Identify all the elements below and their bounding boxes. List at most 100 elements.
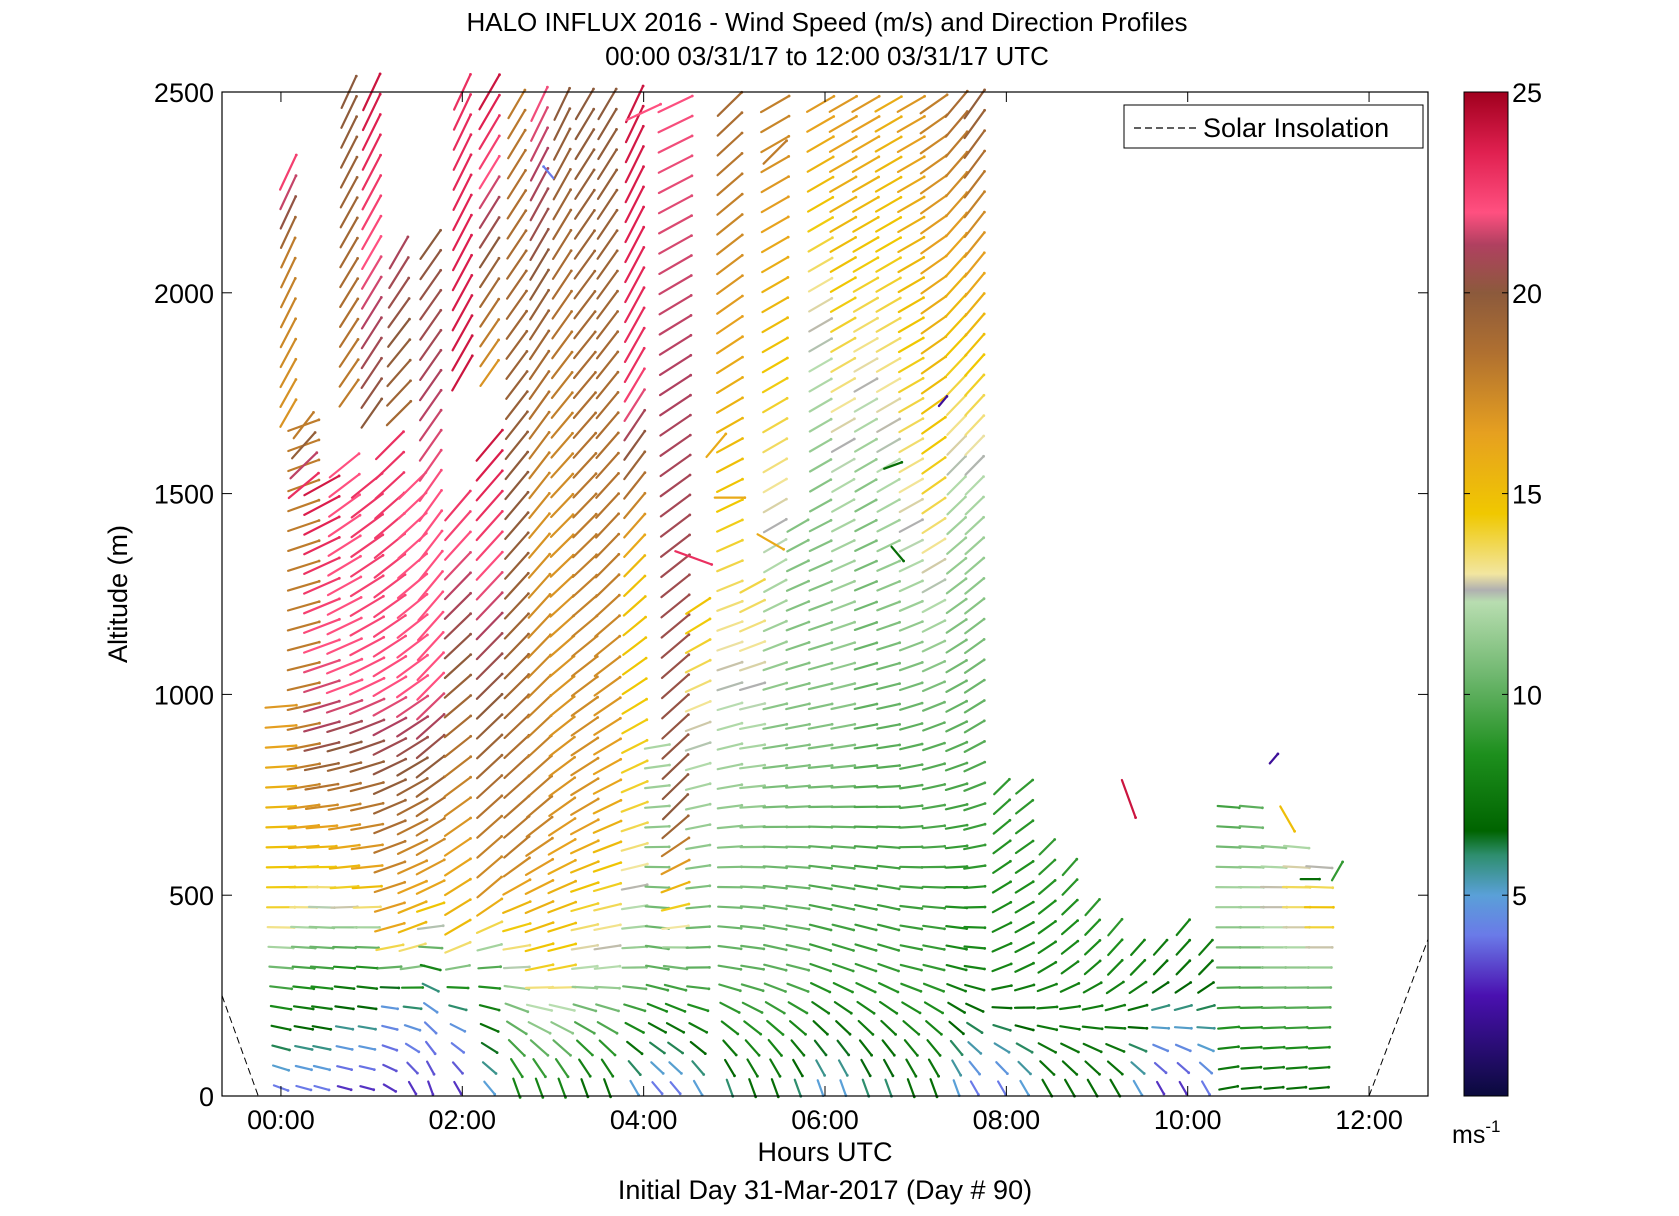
- wind-vector: [684, 720, 712, 733]
- wind-vector-head: [1054, 1050, 1057, 1054]
- wind-vector: [623, 388, 646, 422]
- wind-vector: [327, 782, 362, 792]
- wind-vector: [1130, 1061, 1146, 1075]
- wind-vector: [475, 469, 504, 502]
- wind-vector-head: [441, 610, 445, 614]
- wind-vector: [1081, 1004, 1104, 1011]
- wind-vector-head: [596, 756, 600, 760]
- wind-vector: [785, 924, 811, 931]
- wind-vector: [884, 1078, 893, 1098]
- wind-vector-head: [921, 599, 924, 603]
- wind-vector: [761, 316, 789, 334]
- wind-vector-head: [829, 458, 833, 461]
- wind-vector: [903, 1039, 919, 1057]
- wind-vector-head: [740, 742, 744, 746]
- wind-vector: [475, 571, 504, 601]
- wind-vector: [809, 962, 832, 973]
- wind-vector: [528, 512, 551, 539]
- wind-vector: [570, 797, 600, 816]
- wind-vector: [762, 943, 788, 951]
- wind-vector-head: [312, 987, 316, 991]
- wind-vector: [396, 797, 429, 816]
- wind-vector-head: [500, 794, 504, 798]
- colorbar-unit: ms-1: [1452, 1117, 1500, 1149]
- wind-vector: [443, 755, 472, 778]
- wind-vector-head: [442, 692, 446, 695]
- wind-vector: [785, 600, 810, 612]
- wind-vector: [808, 884, 833, 891]
- wind-vector-head: [294, 174, 298, 178]
- wind-vector-head: [288, 1048, 291, 1052]
- wind-vector: [357, 1025, 377, 1031]
- wind-vector: [684, 617, 712, 635]
- wind-vector: [806, 115, 835, 133]
- wind-vector-head: [785, 457, 789, 461]
- wind-vector-head: [874, 498, 878, 502]
- wind-vector-head: [668, 743, 671, 746]
- wind-vector-head: [595, 964, 599, 968]
- wind-vector-head: [965, 947, 968, 951]
- wind-vector-head: [739, 967, 743, 971]
- wind-vector: [571, 573, 598, 598]
- wind-vector: [444, 941, 472, 954]
- wind-vector: [665, 1022, 685, 1034]
- wind-vector-head: [898, 377, 902, 380]
- wind-vector: [762, 620, 788, 633]
- wind-vector: [572, 432, 597, 459]
- wind-vector-head: [785, 743, 789, 747]
- wind-vector: [279, 195, 297, 230]
- wind-vector-head: [317, 498, 321, 502]
- wind-vector-head: [1122, 980, 1125, 984]
- wind-vector: [661, 793, 689, 821]
- wind-vector-head: [571, 472, 575, 476]
- wind-vector-head: [784, 990, 787, 993]
- wind-vector: [769, 1058, 782, 1078]
- wind-vector-head: [642, 205, 645, 209]
- wind-vector: [806, 176, 835, 193]
- wind-vector: [356, 985, 378, 990]
- wind-vector: [475, 672, 504, 700]
- wind-vector: [574, 168, 596, 200]
- wind-vector: [303, 515, 341, 536]
- wind-vector: [762, 764, 788, 770]
- wind-vector: [475, 530, 504, 562]
- wind-vector: [621, 656, 648, 676]
- wind-vector: [574, 148, 596, 180]
- wind-vector-head: [689, 314, 693, 317]
- wind-vector-head: [852, 498, 856, 501]
- wind-vector: [506, 269, 528, 300]
- wind-vector-head: [708, 843, 712, 847]
- wind-vector: [1174, 981, 1192, 994]
- wind-vector: [306, 845, 338, 849]
- wind-vector: [286, 722, 321, 731]
- wind-vector-head: [875, 743, 879, 747]
- wind-vector: [287, 824, 320, 830]
- wind-vector-head: [356, 358, 360, 361]
- wind-vector: [786, 518, 810, 533]
- wind-vector: [662, 964, 689, 971]
- wind-vector: [833, 1000, 853, 1015]
- wind-vector-head: [786, 276, 790, 279]
- wind-vector: [572, 371, 597, 399]
- wind-vector-head: [360, 719, 363, 723]
- wind-vector-head: [849, 1011, 853, 1015]
- wind-vector: [416, 651, 445, 682]
- wind-vector: [349, 595, 385, 617]
- wind-vector-head: [1032, 983, 1036, 987]
- wind-vector: [657, 194, 693, 215]
- wind-vector: [551, 249, 573, 280]
- wind-vector-head: [897, 908, 901, 911]
- wind-vector-head: [358, 493, 361, 497]
- wind-vector: [687, 1003, 710, 1012]
- wind-vector-head: [469, 113, 473, 116]
- wind-vector: [715, 335, 744, 355]
- wind-vector: [830, 580, 856, 592]
- isolated-wind-vector: [890, 545, 905, 563]
- wind-vector: [548, 796, 576, 818]
- wind-vector-head: [983, 926, 987, 930]
- wind-vector-head: [807, 927, 811, 931]
- wind-vector-head: [762, 967, 765, 971]
- wind-vector-head: [808, 722, 811, 726]
- wind-vector: [479, 257, 500, 289]
- wind-vector-head: [469, 775, 472, 779]
